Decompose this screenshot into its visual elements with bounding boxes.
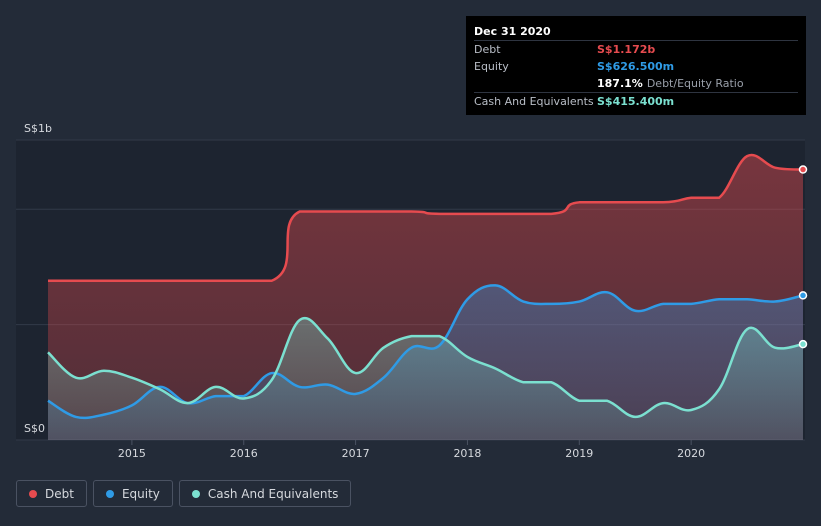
legend-cash-label: Cash And Equivalents — [207, 486, 339, 501]
legend-equity-label: Equity — [121, 486, 160, 501]
x-tick-label-2020: 2020 — [677, 447, 705, 460]
equity-end-marker[interactable] — [798, 291, 808, 300]
series-end-markers — [798, 165, 808, 349]
tooltip-debt-label: Debt — [474, 43, 501, 56]
tooltip-ratio-label: Debt/Equity Ratio — [646, 77, 744, 90]
tooltip-cash-label: Cash And Equivalents — [474, 95, 594, 108]
tooltip-debt-value: S$1.172b — [597, 43, 656, 56]
tooltip-row-ratio: 187.1% Debt/Equity Ratio — [474, 75, 798, 92]
x-tick-label-2017: 2017 — [342, 447, 370, 460]
tooltip-row-cash: Cash And Equivalents S$415.400m — [474, 92, 798, 110]
tooltip-row-equity: Equity S$626.500m — [474, 58, 798, 75]
x-tick-label-2016: 2016 — [230, 447, 258, 460]
cash-line — [47, 317, 804, 419]
legend-item-debt[interactable]: Debt — [16, 480, 87, 507]
cash-end-marker[interactable] — [798, 339, 808, 349]
series-lines — [47, 153, 804, 420]
equity-line — [47, 284, 804, 420]
x-tick-label-2018: 2018 — [453, 447, 481, 460]
tooltip-ratio-value: 187.1% — [597, 77, 643, 90]
legend-debt-dot — [29, 489, 37, 498]
debt-line — [47, 153, 804, 283]
legend-item-equity[interactable]: Equity — [92, 480, 173, 507]
tooltip-panel: Dec 31 2020 Debt S$1.172b Equity S$626.5… — [466, 16, 806, 115]
y-axis-top-label: S$1b — [24, 122, 52, 135]
legend-cash-dot — [191, 489, 200, 498]
tooltip-date: Dec 31 2020 — [474, 25, 551, 38]
tooltip-cash-value: S$415.400m — [597, 95, 675, 108]
tooltip-equity-label: Equity — [474, 60, 509, 73]
debt-end-marker[interactable] — [798, 165, 808, 174]
tooltip-ratio-spacer — [474, 75, 597, 92]
tooltip-row-debt: Debt S$1.172b — [474, 40, 798, 58]
legend-equity-dot — [105, 489, 114, 498]
y-axis-bottom-label: S$0 — [24, 422, 45, 435]
series-areas — [48, 154, 803, 440]
legend-item-cash[interactable]: Cash And Equivalents — [178, 480, 352, 507]
chart-legend: Debt Equity Cash And Equivalents — [16, 480, 352, 507]
x-axis-ticks: 2015 2016 2017 2018 2019 2020 — [118, 440, 705, 460]
x-tick-label-2015: 2015 — [118, 447, 146, 460]
cash-area — [48, 318, 803, 440]
x-tick-label-2019: 2019 — [565, 447, 593, 460]
tooltip-equity-value: S$626.500m — [597, 60, 675, 73]
legend-debt-label: Debt — [45, 486, 74, 501]
